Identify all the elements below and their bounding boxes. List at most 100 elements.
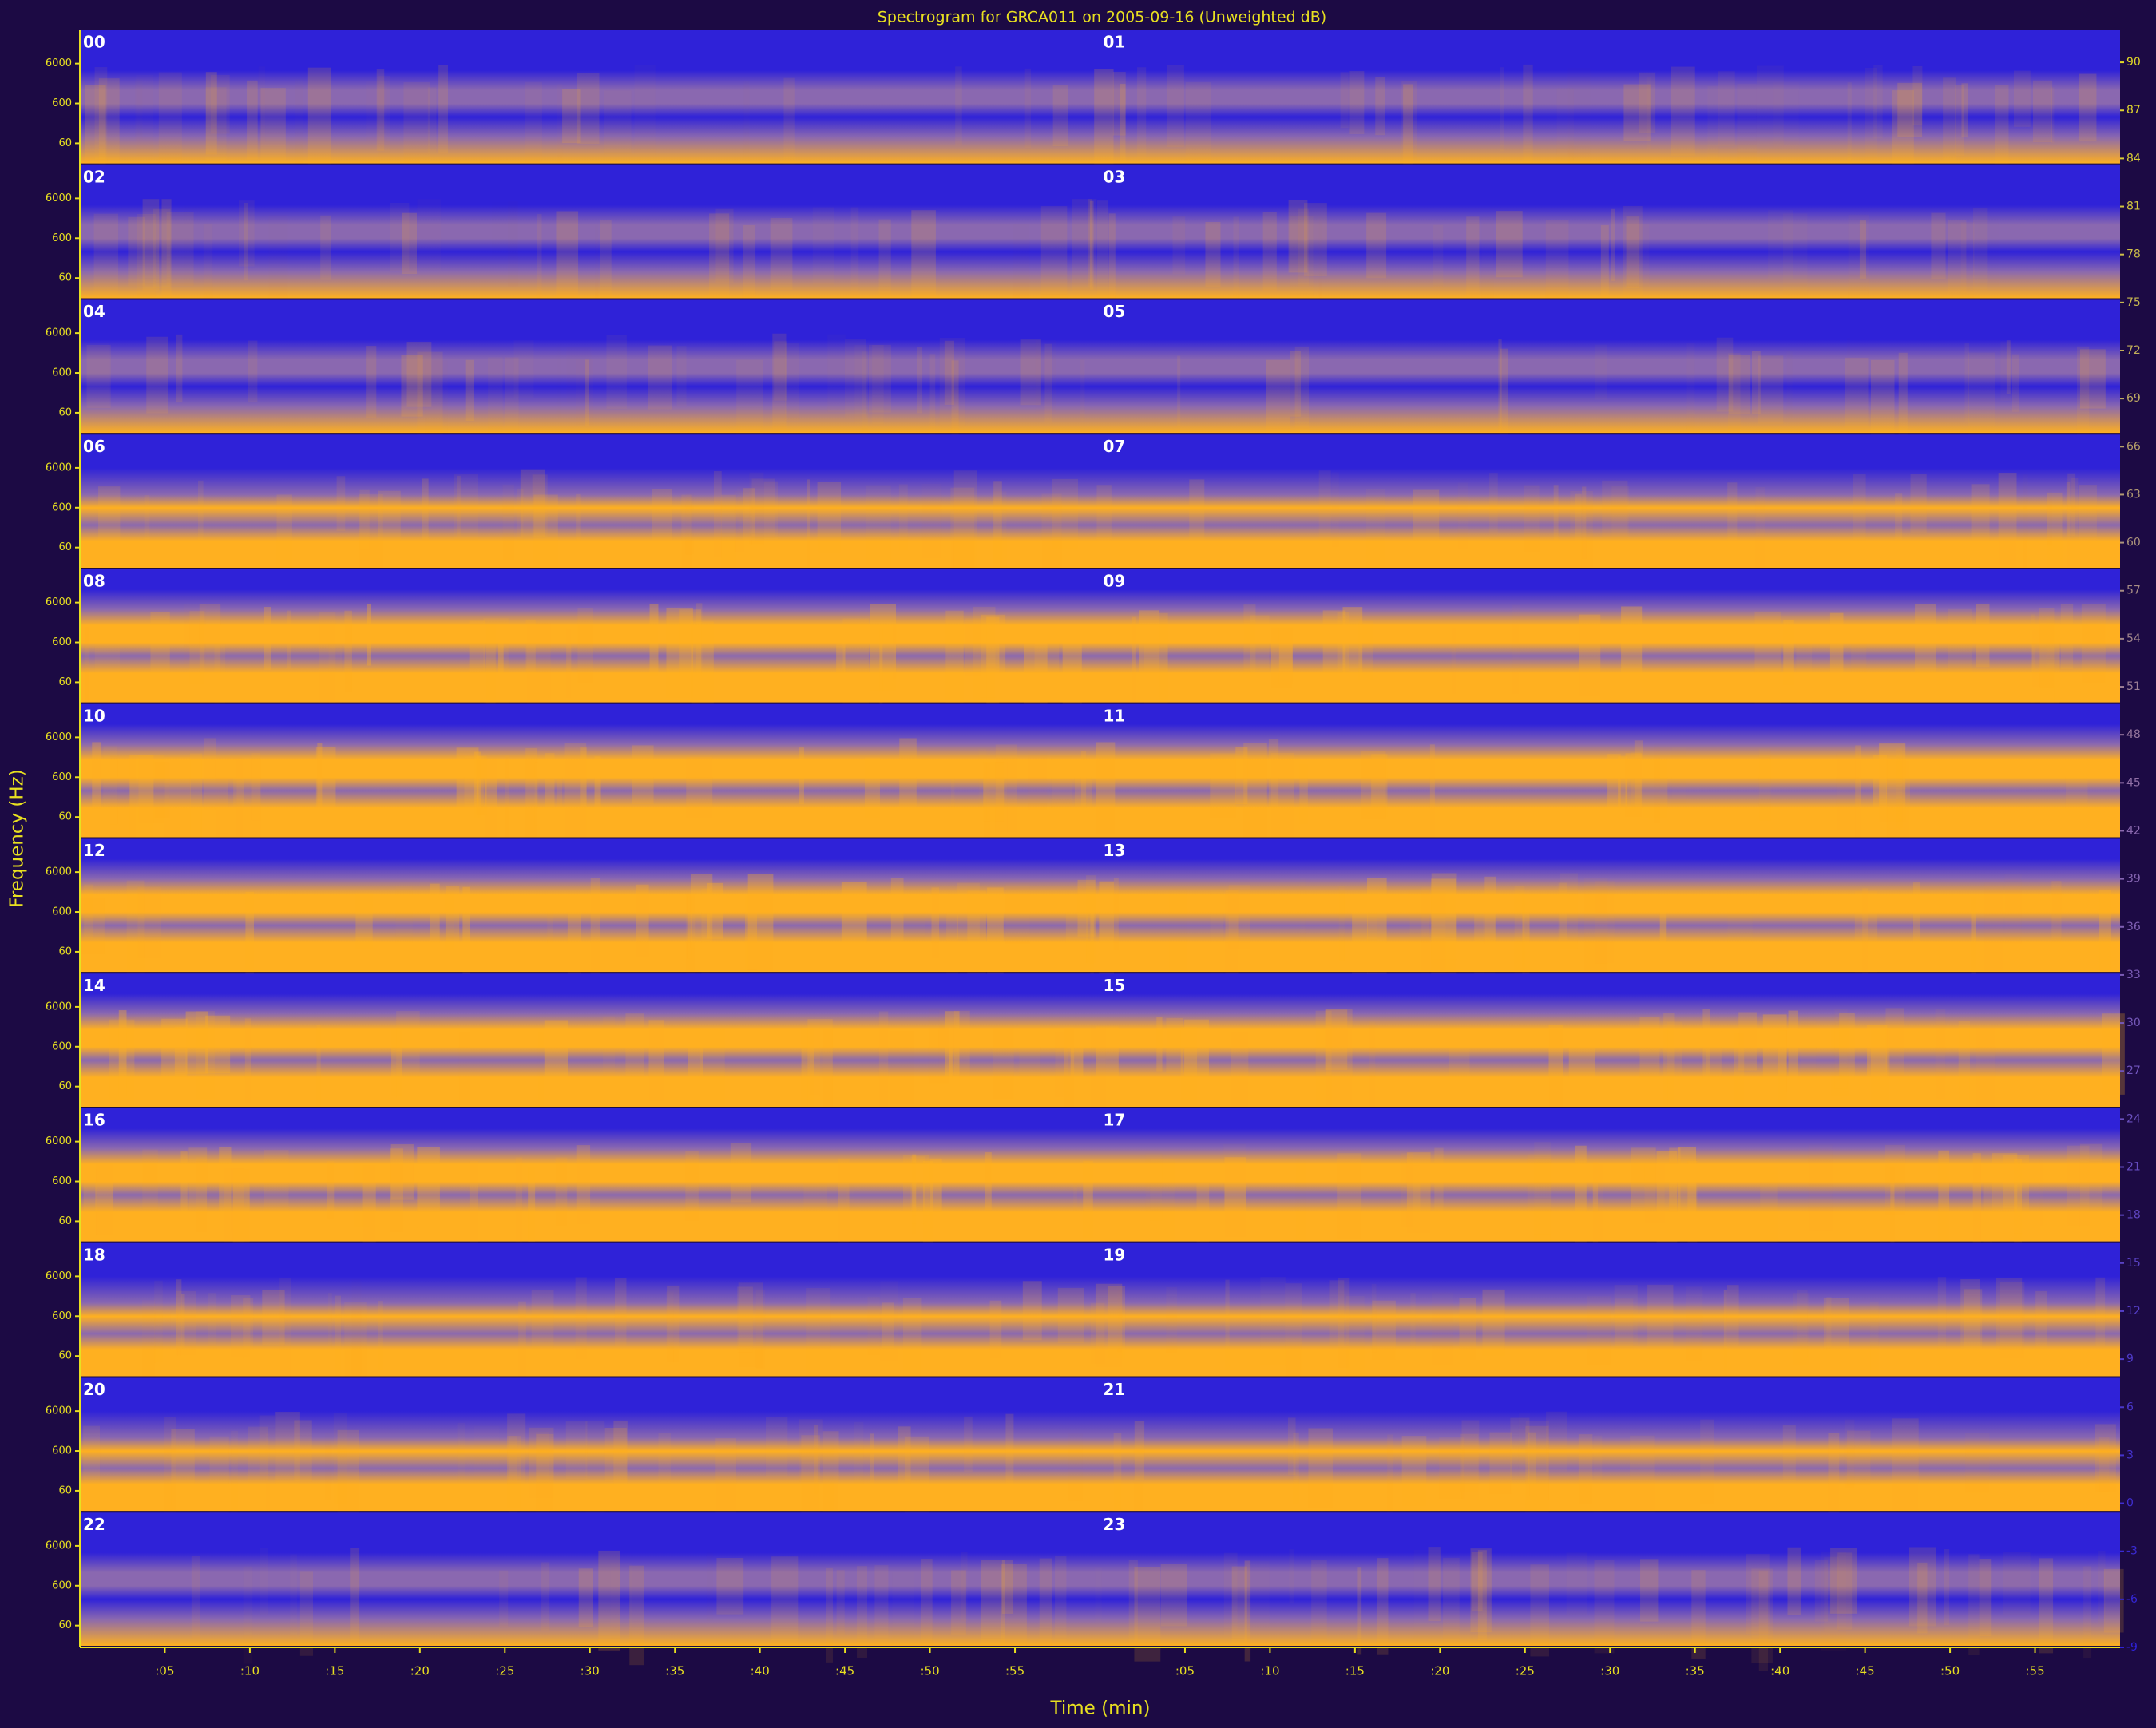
- x-tick-label: :25: [495, 1664, 514, 1678]
- spectrogram-texture: [965, 618, 981, 676]
- spectrogram-texture: [137, 213, 156, 297]
- x-tick-label: :20: [1430, 1664, 1449, 1678]
- y-tick-label: 60: [58, 137, 72, 149]
- spectrogram-texture: [985, 1152, 992, 1211]
- spectrogram-texture: [469, 1161, 479, 1244]
- spectrogram-texture: [1361, 751, 1386, 820]
- spectrogram-texture: [950, 487, 975, 576]
- spectrogram-texture: [874, 1565, 889, 1647]
- spectrogram-texture: [2014, 1159, 2023, 1250]
- spectrogram-texture: [2023, 474, 2028, 574]
- spectrogram-texture: [1757, 65, 1784, 145]
- spectrogram-texture: [648, 1020, 664, 1102]
- spectrogram-texture: [1172, 216, 1186, 275]
- spectrogram-texture: [1458, 482, 1468, 549]
- spectrogram-texture: [1983, 1163, 1993, 1250]
- spectrogram-texture: [98, 486, 121, 581]
- spectrogram-texture: [1783, 620, 1794, 685]
- panel-label: 07: [1104, 437, 1126, 456]
- spectrogram-texture: [476, 755, 487, 815]
- spectrogram-texture: [1828, 1433, 1840, 1521]
- color-tick-label: 24: [2126, 1112, 2141, 1125]
- spectrogram-texture: [707, 1552, 713, 1621]
- spectrogram-texture: [142, 199, 160, 291]
- spectrogram-texture: [1401, 1152, 1413, 1227]
- spectrogram-texture: [1600, 225, 1609, 299]
- spectrogram-texture: [161, 199, 172, 299]
- spectrogram-panel: [80, 1242, 2120, 1377]
- spectrogram-texture: [1595, 881, 1615, 964]
- spectrogram-texture: [1024, 68, 1031, 149]
- spectrogram-texture: [1700, 1419, 1714, 1504]
- spectrogram-texture: [209, 1436, 229, 1522]
- spectrogram-texture: [1727, 482, 1738, 558]
- spectrogram-texture: [1113, 878, 1119, 950]
- spectrogram-texture: [1948, 220, 1967, 293]
- spectrogram-texture: [701, 888, 710, 984]
- spectrogram-texture: [1439, 1437, 1465, 1499]
- spectrogram-texture: [810, 1022, 820, 1096]
- spectrogram-texture: [1890, 1166, 1895, 1244]
- spectrogram-texture: [2047, 492, 2063, 585]
- spectrogram-texture: [1278, 628, 1294, 684]
- x-tick-label: :15: [1346, 1664, 1365, 1678]
- spectrogram-texture: [1285, 1283, 1302, 1380]
- spectrogram-texture: [1524, 485, 1540, 553]
- spectrogram-texture: [204, 738, 216, 810]
- spectrogram-texture: [525, 619, 536, 682]
- spectrogram-texture: [606, 335, 627, 410]
- spectrogram-texture: [1210, 753, 1236, 819]
- spectrogram-texture: [299, 1571, 314, 1656]
- spectrogram-texture: [1338, 1278, 1350, 1369]
- spectrogram-texture: [868, 344, 891, 413]
- spectrogram-texture: [509, 1436, 517, 1515]
- spectrogram-texture: [205, 87, 227, 179]
- spectrogram-texture: [1143, 627, 1168, 706]
- spectrogram-texture: [1527, 1154, 1552, 1235]
- x-tick-label: :35: [1686, 1664, 1705, 1678]
- spectrogram-texture: [176, 334, 183, 403]
- spectrogram-texture: [721, 494, 736, 589]
- spectrogram-texture: [1055, 1032, 1068, 1098]
- spectrogram-texture: [1758, 748, 1771, 821]
- spectrogram-texture: [1611, 486, 1630, 544]
- spectrogram-texture: [1568, 1033, 1595, 1112]
- spectrogram-texture: [390, 1144, 414, 1200]
- spectrogram-texture: [666, 607, 693, 698]
- spectrogram-texture: [176, 1279, 182, 1352]
- spectrogram-texture: [1108, 1286, 1126, 1359]
- spectrogram-texture: [2039, 623, 2060, 718]
- spectrogram-texture: [1072, 199, 1097, 292]
- spectrogram-texture: [219, 1147, 232, 1233]
- spectrogram-texture: [785, 343, 799, 421]
- spectrogram-texture: [1931, 212, 1946, 279]
- panel-label: 20: [83, 1380, 105, 1399]
- spectrogram-texture: [1377, 1558, 1389, 1655]
- spectrogram-texture: [1927, 1278, 1939, 1336]
- spectrogram-texture: [850, 207, 859, 301]
- spectrogram-texture: [174, 1026, 187, 1120]
- spectrogram-texture: [1797, 1290, 1808, 1357]
- spectrogram-texture: [1139, 610, 1160, 680]
- spectrogram-texture: [2033, 80, 2053, 142]
- spectrogram-texture: [1575, 493, 1582, 594]
- color-tick-label: 6: [2126, 1401, 2134, 1413]
- y-tick-label: 60: [58, 1484, 72, 1496]
- spectrogram-texture: [1083, 1160, 1093, 1239]
- spectrogram-texture: [1205, 221, 1221, 288]
- spectrogram-texture: [813, 207, 834, 285]
- spectrogram-texture: [355, 893, 373, 949]
- panel-label: 14: [83, 976, 105, 995]
- spectrogram-texture: [2081, 604, 2106, 684]
- spectrogram-texture: [736, 359, 763, 435]
- spectrogram-texture: [205, 72, 217, 155]
- spectrogram-texture: [464, 756, 484, 832]
- y-tick-label: 60: [58, 1350, 72, 1362]
- spectrogram-texture: [1096, 1026, 1119, 1091]
- spectrogram-texture: [707, 882, 723, 939]
- spectrogram-texture: [864, 757, 880, 818]
- spectrogram-texture: [950, 760, 955, 847]
- spectrogram-texture: [635, 65, 656, 155]
- spectrogram-texture: [1546, 1411, 1567, 1472]
- x-tick-label: :20: [410, 1664, 430, 1678]
